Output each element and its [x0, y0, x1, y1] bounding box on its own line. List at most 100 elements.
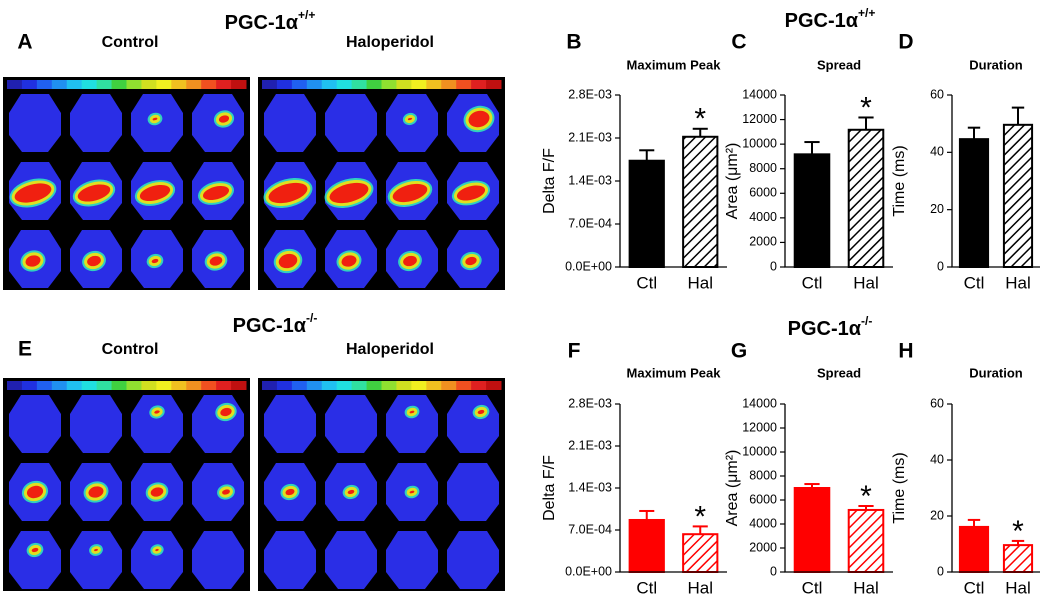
y-tick-label: 2.1E-03 — [568, 130, 612, 144]
axis-frame — [619, 404, 727, 573]
activity-core — [150, 487, 164, 497]
colorbar-segment — [231, 80, 247, 89]
colorbar-segment — [441, 80, 457, 89]
colorbar-segment — [336, 80, 353, 89]
colorbar-segment — [66, 381, 83, 390]
y-tick-label: 0 — [937, 564, 944, 578]
colorbar-segment — [411, 80, 427, 89]
colorbar-segment — [111, 80, 127, 89]
x-tick-label: Ctl — [964, 578, 985, 597]
panel-label: C — [731, 31, 746, 54]
activity-core — [409, 410, 415, 414]
y-tick-label: 4000 — [749, 516, 777, 530]
y-tick-label: 12000 — [742, 112, 777, 126]
colorbar-segment — [381, 381, 397, 390]
bar — [847, 508, 885, 573]
chart-title: Spread — [817, 365, 861, 380]
y-tick-label: 20 — [930, 202, 944, 216]
y-tick-label: 2000 — [749, 235, 777, 249]
title: PGC-1α — [788, 318, 862, 340]
colorbar-segment — [456, 381, 472, 390]
y-tick-label: 7.0E-04 — [568, 522, 612, 536]
colorbar-segment — [201, 80, 217, 89]
x-tick-label: Ctl — [802, 578, 823, 597]
chart-title: Maximum Peak — [627, 57, 722, 72]
bar — [793, 487, 831, 573]
activity-core — [403, 255, 417, 267]
bar — [958, 525, 990, 573]
colorbar-segment — [201, 381, 217, 390]
panel-label: G — [731, 340, 747, 363]
imaging-panel — [258, 378, 505, 591]
imaging-panel — [3, 77, 250, 290]
bar-chart: C Spread Area (μm²) 0 2000 4000 6000 8000 10000 1… — [724, 31, 893, 292]
bar — [847, 128, 885, 268]
hexagon-field — [325, 395, 377, 453]
y-axis-label: Delta F/F — [541, 148, 558, 214]
activity-core — [477, 409, 485, 415]
activity-core — [465, 256, 477, 266]
condition-label: Haloperidol — [346, 34, 434, 51]
colorbar-segment — [51, 80, 68, 89]
activity-core — [218, 115, 230, 123]
y-tick-label: 12000 — [742, 420, 777, 434]
colorbar-segment — [36, 80, 53, 89]
bar — [628, 159, 665, 269]
y-tick-label: 6000 — [749, 186, 777, 200]
hexagon-field — [447, 531, 499, 589]
activity-core — [268, 182, 308, 204]
hexagon-field — [70, 94, 122, 152]
chart-title: Duration — [969, 57, 1023, 72]
activity-core — [347, 489, 355, 495]
colorbar-segment — [126, 80, 142, 89]
x-tick-label: Hal — [1005, 578, 1031, 597]
colorbar-segment — [291, 381, 308, 390]
x-tick-label: Hal — [687, 273, 713, 292]
activity-core — [407, 117, 413, 121]
panel-label: E — [18, 338, 32, 361]
activity-core — [25, 255, 41, 267]
colorbar-segment — [321, 80, 338, 89]
y-tick-label: 2.8E-03 — [568, 87, 612, 101]
y-tick-label: 6000 — [749, 492, 777, 506]
activity-core — [202, 185, 230, 201]
colorbar-segment — [351, 381, 368, 390]
colorbar-segment — [171, 80, 187, 89]
panel-label: F — [568, 340, 581, 363]
hexagon-field — [70, 395, 122, 453]
hexagon-field — [131, 531, 183, 589]
hexagon-field — [70, 531, 122, 589]
y-axis-label: Area (μm²) — [724, 450, 741, 527]
bar-chart: B Maximum Peak Delta F/F 0.0E+00 7.0E-04 1.4E… — [541, 31, 727, 292]
colorbar-segment — [171, 381, 187, 390]
row-title: PGC-1α+/+ — [785, 6, 876, 32]
axis-frame — [619, 95, 727, 268]
y-tick-label: 0 — [770, 259, 777, 273]
title-sup: -/- — [861, 314, 872, 328]
activity-core — [77, 184, 111, 202]
y-tick-label: 10000 — [742, 136, 777, 150]
bar-chart: D Duration Time (ms) 0 20 40 60 Ctl Hal — [891, 31, 1040, 292]
activity-core — [329, 182, 369, 204]
x-tick-label: Hal — [687, 578, 713, 597]
y-tick-label: 4000 — [749, 210, 777, 224]
x-tick-label: Hal — [853, 578, 879, 597]
y-tick-label: 40 — [930, 145, 944, 159]
hexagon-field — [9, 531, 61, 589]
axis-frame — [784, 95, 893, 268]
activity-core — [151, 258, 159, 264]
row-title: PGC-1α-/- — [788, 314, 873, 340]
colorbar-segment — [186, 381, 202, 390]
colorbar-segment — [216, 80, 232, 89]
activity-core — [26, 485, 44, 499]
axis-frame — [951, 404, 1040, 573]
panel-label: B — [566, 31, 581, 54]
colorbar-segment — [441, 381, 457, 390]
colorbar-segment — [456, 80, 472, 89]
hexagon-field — [264, 531, 316, 589]
row-title: PGC-1α+/+ — [225, 8, 316, 34]
y-tick-label: 60 — [930, 396, 944, 410]
colorbar-segment — [471, 80, 487, 89]
title: PGC-1α — [233, 315, 307, 337]
